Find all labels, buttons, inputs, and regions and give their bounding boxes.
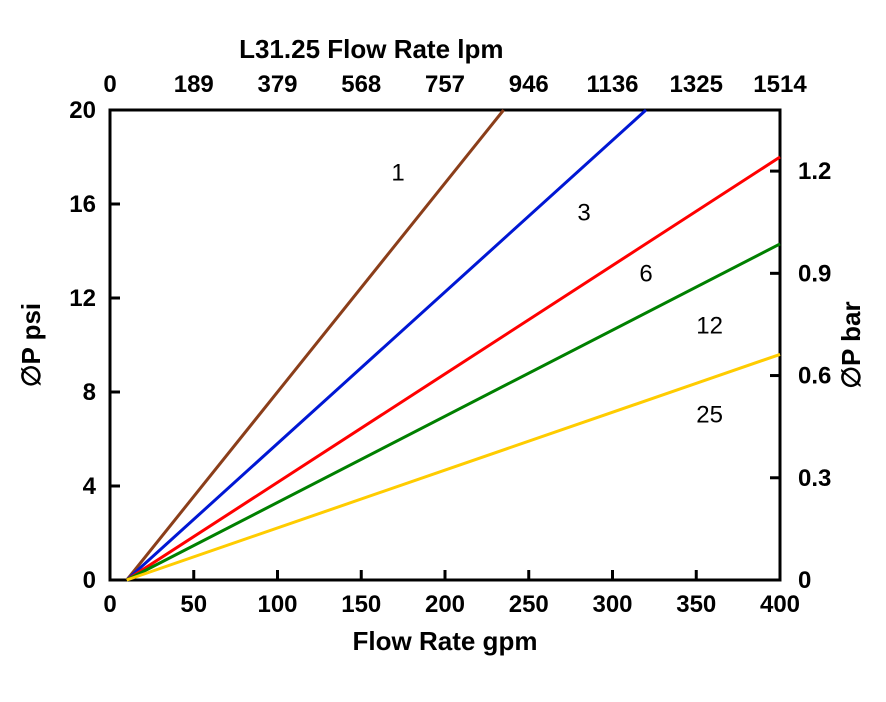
series-line-1 bbox=[127, 110, 504, 580]
y-right-tick-labels: 0 0.3 0.6 0.9 1.2 bbox=[798, 158, 831, 594]
x-top-tick-label: 1136 bbox=[586, 71, 638, 98]
series-label-3: 3 bbox=[577, 199, 590, 226]
y-left-tick-label: 0 bbox=[83, 567, 96, 594]
y-left-axis-label: ∅P psi bbox=[16, 303, 46, 387]
plot-frame bbox=[110, 110, 780, 580]
top-axis-title: L31.25 Flow Rate lpm bbox=[239, 34, 503, 64]
x-bottom-tick-label: 100 bbox=[257, 591, 297, 618]
series-label-1: 1 bbox=[391, 160, 404, 187]
x-bottom-tick-label: 200 bbox=[425, 591, 465, 618]
x-top-tick-label: 379 bbox=[257, 71, 297, 98]
y-left-tick-label: 16 bbox=[69, 191, 96, 218]
x-top-tick-label: 0 bbox=[103, 71, 116, 98]
y-right-tick-label: 0.3 bbox=[798, 465, 831, 492]
series-line-25 bbox=[127, 354, 780, 580]
x-top-tick-label: 1325 bbox=[670, 71, 723, 98]
x-bottom-tick-label: 50 bbox=[180, 591, 207, 618]
x-bottom-tick-label: 0 bbox=[103, 591, 116, 618]
x-bottom-tick-label: 250 bbox=[509, 591, 549, 618]
series-line-3 bbox=[127, 110, 646, 580]
x-top-tick-label: 568 bbox=[341, 71, 381, 98]
x-top-tick-label: 757 bbox=[425, 71, 465, 98]
series-label-25: 25 bbox=[696, 402, 723, 429]
x-top-tick-label: 1514 bbox=[753, 71, 807, 98]
y-right-tick-label: 0.9 bbox=[798, 260, 831, 287]
x-top-tick-labels: 0 189 379 568 757 946 1136 1325 1514 bbox=[103, 71, 807, 98]
y-left-tick-label: 8 bbox=[83, 379, 96, 406]
chart-container: 050100150200250300350400 018937956875794… bbox=[0, 0, 886, 702]
series-label-6: 6 bbox=[639, 261, 652, 288]
y-left-tick-label: 20 bbox=[69, 97, 96, 124]
x-bottom-tick-label: 400 bbox=[760, 591, 800, 618]
y-left-tick-labels: 0 4 8 12 16 20 bbox=[69, 97, 96, 594]
x-top-tick-label: 946 bbox=[509, 71, 549, 98]
series-line-12 bbox=[127, 244, 780, 580]
y-right-axis-label: ∅P bar bbox=[836, 301, 866, 388]
flow-rate-chart: 050100150200250300350400 018937956875794… bbox=[0, 0, 886, 702]
y-right-tick-label: 1.2 bbox=[798, 158, 831, 185]
x-top-tick-label: 189 bbox=[174, 71, 214, 98]
series-lines bbox=[127, 110, 780, 580]
x-bottom-tick-label: 300 bbox=[592, 591, 632, 618]
y-right-tick-label: 0.6 bbox=[798, 363, 831, 390]
series-line-6 bbox=[127, 157, 780, 580]
y-left-tick-label: 12 bbox=[69, 285, 96, 312]
y-right-tick-label: 0 bbox=[798, 567, 811, 594]
x-bottom-tick-label: 150 bbox=[341, 591, 381, 618]
x-bottom-tick-label: 350 bbox=[676, 591, 716, 618]
x-axis-label: Flow Rate gpm bbox=[353, 626, 538, 656]
y-left-tick-label: 4 bbox=[83, 473, 97, 500]
x-bottom-tick-labels: 0 50 100 150 200 250 300 350 400 bbox=[103, 591, 800, 618]
series-label-12: 12 bbox=[696, 312, 723, 339]
